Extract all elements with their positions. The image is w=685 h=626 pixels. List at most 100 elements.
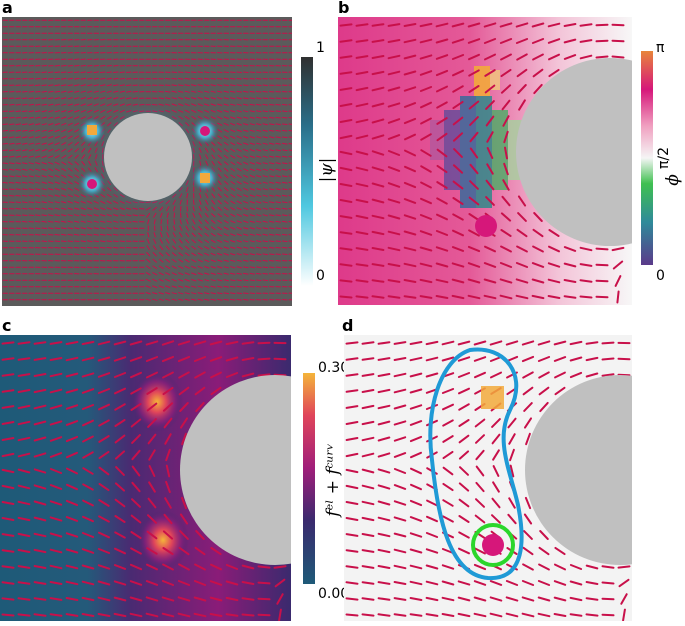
director-dash	[425, 372, 439, 378]
director-dash	[474, 514, 486, 524]
director-dash	[80, 194, 86, 198]
director-dash	[210, 259, 216, 262]
director-dash	[126, 84, 132, 86]
director-dash	[80, 247, 86, 249]
director-dash	[22, 162, 28, 165]
director-dash	[236, 123, 242, 126]
director-dash	[145, 340, 159, 346]
director-dash	[171, 78, 177, 80]
director-dash	[74, 167, 79, 172]
director-dash	[65, 548, 79, 554]
director-dash	[61, 168, 67, 172]
director-dash	[178, 563, 190, 571]
director-dash	[33, 565, 47, 569]
director-dash	[486, 131, 494, 143]
director-dash	[275, 233, 281, 236]
director-dash	[236, 279, 242, 282]
director-dash	[217, 167, 222, 172]
director-dash	[339, 150, 353, 156]
director-dash	[132, 91, 138, 93]
director-dash	[403, 262, 417, 268]
director-dash	[230, 90, 236, 93]
director-dash	[230, 299, 236, 301]
director-dash	[191, 272, 197, 275]
director-dash	[243, 220, 249, 223]
director-dash	[230, 226, 236, 230]
director-dash	[49, 516, 63, 522]
director-dash	[262, 194, 268, 197]
director-dash	[41, 84, 47, 86]
director-dash	[80, 77, 86, 80]
director-dash	[467, 278, 481, 284]
director-dash	[88, 147, 92, 153]
director-dash	[48, 142, 54, 146]
director-dash	[521, 340, 535, 346]
director-dash	[409, 341, 423, 345]
director-dash	[65, 564, 79, 570]
director-dash	[210, 239, 216, 243]
director-dash	[131, 434, 141, 444]
director-dash	[162, 386, 174, 396]
director-dash	[106, 214, 112, 217]
director-dash	[98, 450, 110, 460]
director-dash	[22, 91, 28, 93]
director-dash	[569, 596, 583, 602]
director-dash	[61, 161, 67, 165]
director-dash	[61, 65, 67, 67]
director-dash	[243, 71, 249, 73]
director-dash	[217, 135, 223, 139]
director-dash	[100, 194, 106, 198]
director-dash	[492, 449, 500, 461]
director-dash	[48, 155, 54, 159]
director-dash	[223, 122, 229, 126]
director-dash	[93, 103, 99, 107]
director-dash	[35, 227, 41, 229]
director-dash	[184, 116, 190, 120]
director-dash	[197, 65, 203, 67]
director-dash	[178, 71, 184, 73]
director-dash	[409, 516, 423, 522]
director-dash	[41, 110, 47, 113]
director-dash	[275, 149, 281, 152]
director-dash	[230, 240, 236, 243]
director-dash	[1, 517, 15, 521]
director-dash	[119, 84, 125, 87]
director-dash	[179, 402, 189, 412]
director-dash	[451, 22, 465, 28]
director-dash	[49, 357, 63, 361]
panel-b-colorbar-gradient	[641, 51, 653, 265]
director-dash	[339, 215, 353, 219]
director-dash	[178, 65, 184, 67]
director-dash	[97, 388, 111, 394]
director-dash	[81, 167, 86, 172]
director-dash	[475, 449, 485, 461]
director-dash	[403, 70, 417, 76]
director-dash	[152, 298, 158, 301]
director-dash	[173, 206, 176, 212]
director-dash	[22, 188, 28, 191]
director-dash	[191, 84, 197, 87]
director-dash	[288, 143, 292, 145]
director-dash	[230, 161, 236, 165]
director-dash	[41, 162, 47, 165]
director-dash	[54, 142, 60, 146]
director-dash	[65, 372, 79, 378]
panel-b-director-field	[339, 22, 625, 304]
director-dash	[230, 129, 236, 133]
director-dash	[197, 97, 203, 100]
director-dash	[126, 227, 132, 229]
director-dash	[339, 231, 353, 235]
director-dash	[361, 549, 375, 553]
director-dash	[377, 404, 391, 410]
director-dash	[361, 484, 375, 490]
director-dash	[371, 134, 385, 140]
panel-b	[338, 17, 632, 305]
director-dash	[67, 240, 73, 242]
director-dash	[236, 142, 242, 146]
director-dash	[33, 420, 47, 426]
director-dash	[9, 110, 15, 112]
director-dash	[87, 97, 93, 100]
director-dash	[371, 70, 385, 76]
director-dash	[435, 38, 449, 44]
director-dash	[41, 123, 47, 126]
